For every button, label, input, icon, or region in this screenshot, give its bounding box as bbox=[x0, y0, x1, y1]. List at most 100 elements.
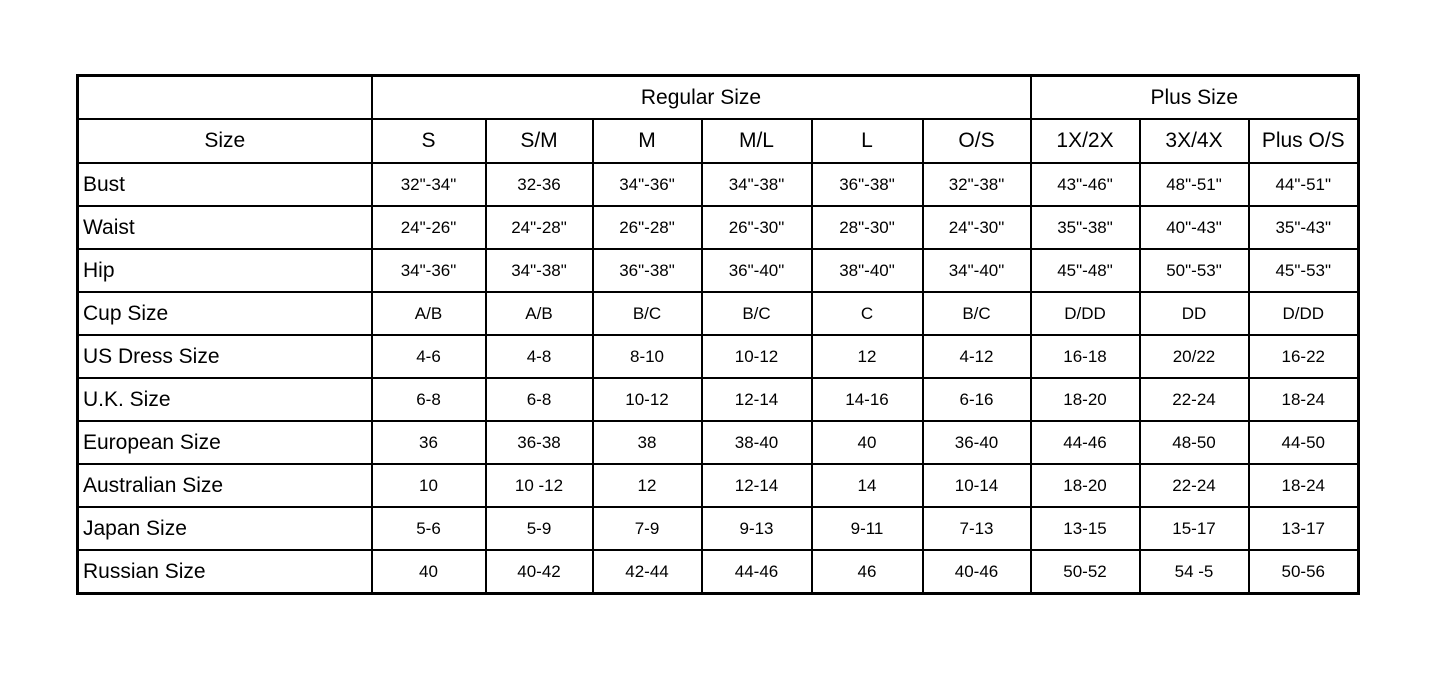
table-cell: 10 bbox=[370, 463, 487, 508]
table-cell: 18-20 bbox=[1029, 377, 1141, 422]
table-cell: B/C bbox=[591, 291, 703, 336]
table-cell: 8-10 bbox=[591, 334, 703, 379]
table-cell: 35"-43" bbox=[1247, 205, 1360, 250]
table-cell: 35"-38" bbox=[1029, 205, 1141, 250]
table-row: Hip 34"-36" 34"-38" 36"-38" 36"-40" 38"-40" 34… bbox=[76, 248, 1360, 293]
row-label: Bust bbox=[76, 162, 373, 207]
table-cell: 7-13 bbox=[921, 506, 1032, 551]
table-cell: 16-18 bbox=[1029, 334, 1141, 379]
row-label: Russian Size bbox=[76, 549, 373, 595]
table-cell: DD bbox=[1138, 291, 1250, 336]
regular-size-header: Regular Size bbox=[370, 74, 1032, 120]
row-label: European Size bbox=[76, 420, 373, 465]
table-cell: D/DD bbox=[1247, 291, 1360, 336]
table-cell: 42-44 bbox=[591, 549, 703, 595]
table-cell: 10 -12 bbox=[484, 463, 594, 508]
corner-cell bbox=[76, 74, 373, 120]
table-cell: 4-8 bbox=[484, 334, 594, 379]
table-cell: 50-52 bbox=[1029, 549, 1141, 595]
table-cell: 48-50 bbox=[1138, 420, 1250, 465]
table-row: Waist 24"-26" 24"-28" 26"-28" 26"-30" 28"-30"… bbox=[76, 205, 1360, 250]
table-cell: 36 bbox=[370, 420, 487, 465]
group-header-row: Regular Size Plus Size bbox=[76, 74, 1360, 120]
table-cell: 26"-28" bbox=[591, 205, 703, 250]
table-cell: 10-14 bbox=[921, 463, 1032, 508]
table-row: US Dress Size 4-6 4-8 8-10 10-12 12 4-12 16-18 2… bbox=[76, 334, 1360, 379]
table-cell: 44"-51" bbox=[1247, 162, 1360, 207]
column-header: S bbox=[370, 118, 487, 164]
table-cell: A/B bbox=[484, 291, 594, 336]
table-cell: 28"-30" bbox=[810, 205, 924, 250]
table-cell: 48"-51" bbox=[1138, 162, 1250, 207]
column-header: Plus O/S bbox=[1247, 118, 1360, 164]
table-cell: 5-9 bbox=[484, 506, 594, 551]
row-label: Australian Size bbox=[76, 463, 373, 508]
table-cell: 4-6 bbox=[370, 334, 487, 379]
table-cell: 36"-38" bbox=[591, 248, 703, 293]
table-row: Australian Size 10 10 -12 12 12-14 14 10-14 18-… bbox=[76, 463, 1360, 508]
table-cell: 24"-30" bbox=[921, 205, 1032, 250]
table-cell: 50-56 bbox=[1247, 549, 1360, 595]
table-cell: 44-46 bbox=[700, 549, 813, 595]
table-cell: 14 bbox=[810, 463, 924, 508]
column-header: M bbox=[591, 118, 703, 164]
table-row: Cup Size A/B A/B B/C B/C C B/C D/DD DD D/DD bbox=[76, 291, 1360, 336]
column-header: Size bbox=[76, 118, 373, 164]
table-cell: B/C bbox=[921, 291, 1032, 336]
table-cell: 45"-48" bbox=[1029, 248, 1141, 293]
table-row: Russian Size 40 40-42 42-44 44-46 46 40-46 50-5… bbox=[76, 549, 1360, 595]
table-cell: 18-24 bbox=[1247, 463, 1360, 508]
row-label: Cup Size bbox=[76, 291, 373, 336]
table-cell: 45"-53" bbox=[1247, 248, 1360, 293]
table-cell: 10-12 bbox=[591, 377, 703, 422]
table-cell: 32"-38" bbox=[921, 162, 1032, 207]
table-cell: 46 bbox=[810, 549, 924, 595]
row-label: U.K. Size bbox=[76, 377, 373, 422]
table-cell: 40-46 bbox=[921, 549, 1032, 595]
plus-size-header: Plus Size bbox=[1029, 74, 1360, 120]
table-cell: D/DD bbox=[1029, 291, 1141, 336]
table-cell: 7-9 bbox=[591, 506, 703, 551]
table-cell: 43"-46" bbox=[1029, 162, 1141, 207]
table-cell: 24"-28" bbox=[484, 205, 594, 250]
table-cell: 36"-38" bbox=[810, 162, 924, 207]
table-cell: 14-16 bbox=[810, 377, 924, 422]
table-cell: 13-17 bbox=[1247, 506, 1360, 551]
table-row: U.K. Size 6-8 6-8 10-12 12-14 14-16 6-16 18-20 2… bbox=[76, 377, 1360, 422]
table-cell: 44-50 bbox=[1247, 420, 1360, 465]
table-cell: 38-40 bbox=[700, 420, 813, 465]
table-cell: 36-38 bbox=[484, 420, 594, 465]
table-cell: 18-24 bbox=[1247, 377, 1360, 422]
table-cell: 9-11 bbox=[810, 506, 924, 551]
table-cell: 34"-36" bbox=[591, 162, 703, 207]
table-cell: B/C bbox=[700, 291, 813, 336]
column-header: L bbox=[810, 118, 924, 164]
table-cell: 10-12 bbox=[700, 334, 813, 379]
table-cell: 12 bbox=[591, 463, 703, 508]
table-cell: 4-12 bbox=[921, 334, 1032, 379]
table-cell: 34"-40" bbox=[921, 248, 1032, 293]
table-cell: 34"-38" bbox=[700, 162, 813, 207]
column-header: 3X/4X bbox=[1138, 118, 1250, 164]
table-cell: 34"-38" bbox=[484, 248, 594, 293]
table-row: European Size 36 36-38 38 38-40 40 36-40 44-46 4… bbox=[76, 420, 1360, 465]
row-label: Hip bbox=[76, 248, 373, 293]
table-cell: 15-17 bbox=[1138, 506, 1250, 551]
table-cell: 40-42 bbox=[484, 549, 594, 595]
size-chart-table: Regular Size Plus Size Size S S/M M M/L L O/S 1… bbox=[76, 74, 1360, 595]
column-header: S/M bbox=[484, 118, 594, 164]
table-cell: 40 bbox=[370, 549, 487, 595]
table-cell: 40 bbox=[810, 420, 924, 465]
table-cell: 44-46 bbox=[1029, 420, 1141, 465]
table-cell: A/B bbox=[370, 291, 487, 336]
table-cell: 32-36 bbox=[484, 162, 594, 207]
table-cell: 6-16 bbox=[921, 377, 1032, 422]
table-cell: 38"-40" bbox=[810, 248, 924, 293]
table-cell: 20/22 bbox=[1138, 334, 1250, 379]
table-cell: 22-24 bbox=[1138, 377, 1250, 422]
column-header-row: Size S S/M M M/L L O/S 1X/2X 3X/4X Plus O/S bbox=[76, 118, 1360, 164]
table-cell: 12-14 bbox=[700, 463, 813, 508]
row-label: Waist bbox=[76, 205, 373, 250]
table-cell: 18-20 bbox=[1029, 463, 1141, 508]
column-header: 1X/2X bbox=[1029, 118, 1141, 164]
